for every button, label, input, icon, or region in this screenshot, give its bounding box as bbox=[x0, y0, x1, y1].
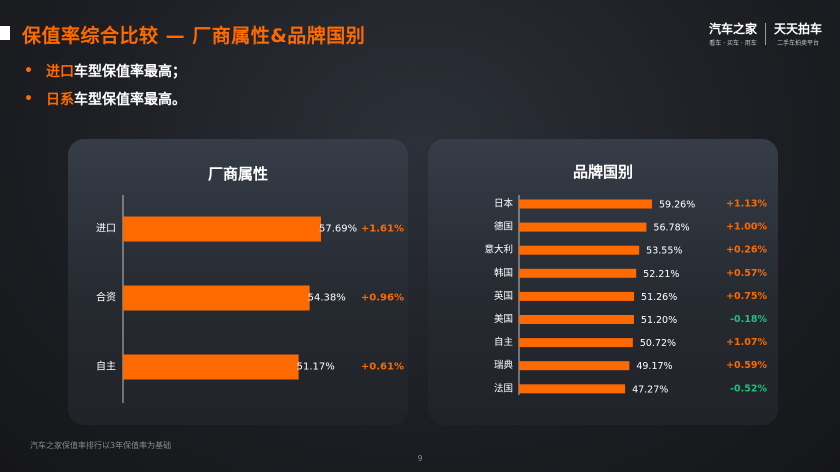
value-label: 57.69% bbox=[319, 224, 357, 235]
change-label: -0.18% bbox=[730, 314, 767, 325]
chart-title: 厂商属性 bbox=[207, 165, 268, 183]
category-label: 日本 bbox=[494, 198, 514, 210]
bullet-list: • 进口 车型保值率最高； • 日系 车型保值率最高。 bbox=[24, 57, 186, 113]
value-label: 50.72% bbox=[640, 338, 676, 349]
bar bbox=[519, 291, 635, 301]
bullet-highlight: 进口 bbox=[46, 64, 74, 80]
change-label: +1.13% bbox=[726, 199, 767, 210]
bullet-dot-icon: • bbox=[24, 91, 33, 107]
bar bbox=[123, 216, 321, 242]
bullet-dot-icon: • bbox=[24, 63, 33, 79]
bar bbox=[519, 268, 637, 278]
bar bbox=[519, 361, 630, 371]
category-label: 瑞典 bbox=[494, 359, 514, 371]
value-label: 53.55% bbox=[646, 246, 682, 257]
title-marker bbox=[0, 26, 10, 40]
manufacturer-chart-card: 厂商属性 进口 57.69% +1.61% 合资 54.38% +0.96% 自主 51.17… bbox=[68, 139, 408, 425]
brand-country-bar-chart: 日本 59.26% +1.13% 德国 56.78% +1.00% 意大利 53.55% +0.… bbox=[484, 195, 767, 395]
bar bbox=[519, 315, 634, 324]
change-label: +0.75% bbox=[726, 291, 767, 302]
autohome-logo: 汽车之家 看车 · 买车 · 用车 bbox=[709, 20, 757, 47]
change-label: +1.61% bbox=[361, 224, 404, 235]
value-label: 51.17% bbox=[297, 362, 335, 373]
bar bbox=[123, 354, 299, 380]
category-label: 法国 bbox=[494, 382, 513, 394]
value-label: 51.26% bbox=[641, 292, 677, 303]
category-label: 韩国 bbox=[494, 267, 513, 279]
value-label: 54.38% bbox=[308, 293, 346, 304]
category-label: 美国 bbox=[494, 313, 513, 325]
bar bbox=[519, 222, 647, 232]
logo-divider bbox=[764, 22, 766, 45]
bar bbox=[519, 384, 626, 394]
change-label: +0.59% bbox=[726, 360, 767, 371]
value-label: 56.78% bbox=[653, 223, 689, 234]
change-label: +0.61% bbox=[361, 362, 404, 373]
bullet-item: • 进口 车型保值率最高； bbox=[24, 57, 186, 85]
change-label: +0.57% bbox=[726, 268, 767, 279]
autohome-logo-text: 汽车之家 bbox=[708, 22, 757, 36]
bullet-text: 车型保值率最高； bbox=[74, 64, 186, 80]
slide-title: 保值率综合比较 — 厂商属性&品牌国别 bbox=[22, 25, 366, 47]
change-label: +0.96% bbox=[361, 293, 404, 304]
category-label: 自主 bbox=[96, 360, 116, 373]
tiantianpaiche-logo: 天天拍车 二手车拍卖平台 bbox=[774, 20, 822, 47]
bullet-highlight: 日系 bbox=[46, 92, 74, 108]
category-label: 自主 bbox=[494, 336, 513, 348]
value-label: 59.26% bbox=[659, 200, 695, 211]
change-label: +0.26% bbox=[726, 245, 767, 256]
tiantianpaiche-logo-text: 天天拍车 bbox=[773, 22, 822, 36]
value-label: 47.27% bbox=[632, 384, 668, 395]
category-label: 意大利 bbox=[484, 244, 513, 256]
bullet-item: • 日系 车型保值率最高。 bbox=[24, 85, 186, 113]
category-label: 英国 bbox=[494, 290, 513, 302]
chart-title: 品牌国别 bbox=[572, 163, 633, 181]
bar bbox=[123, 285, 310, 311]
tiantianpaiche-logo-tagline: 二手车拍卖平台 bbox=[776, 40, 819, 47]
value-label: 51.20% bbox=[641, 315, 677, 326]
bar bbox=[519, 338, 633, 348]
autohome-logo-tagline: 看车 · 买车 · 用车 bbox=[709, 40, 757, 47]
page-number: 9 bbox=[417, 454, 423, 463]
bullet-text: 车型保值率最高。 bbox=[74, 92, 186, 108]
bar bbox=[519, 199, 652, 209]
change-label: +1.07% bbox=[726, 337, 767, 348]
category-label: 进口 bbox=[96, 223, 116, 235]
manufacturer-bar-chart: 进口 57.69% +1.61% 合资 54.38% +0.96% 自主 51.17% +0.6… bbox=[96, 195, 404, 403]
brand-logo: 汽车之家 看车 · 买车 · 用车 天天拍车 二手车拍卖平台 bbox=[709, 20, 822, 47]
change-label: +1.00% bbox=[726, 222, 767, 233]
bar bbox=[519, 245, 640, 255]
value-label: 49.17% bbox=[636, 361, 672, 372]
value-label: 52.21% bbox=[643, 269, 679, 280]
change-label: -0.52% bbox=[730, 383, 767, 394]
category-label: 德国 bbox=[494, 221, 513, 233]
footnote: 汽车之家保值率排行以3年保值率为基础 bbox=[30, 441, 172, 450]
category-label: 合资 bbox=[96, 291, 116, 304]
brand-country-chart-card: 品牌国别 日本 59.26% +1.13% 德国 56.78% +1.00% 意大利 53.5… bbox=[428, 139, 778, 425]
